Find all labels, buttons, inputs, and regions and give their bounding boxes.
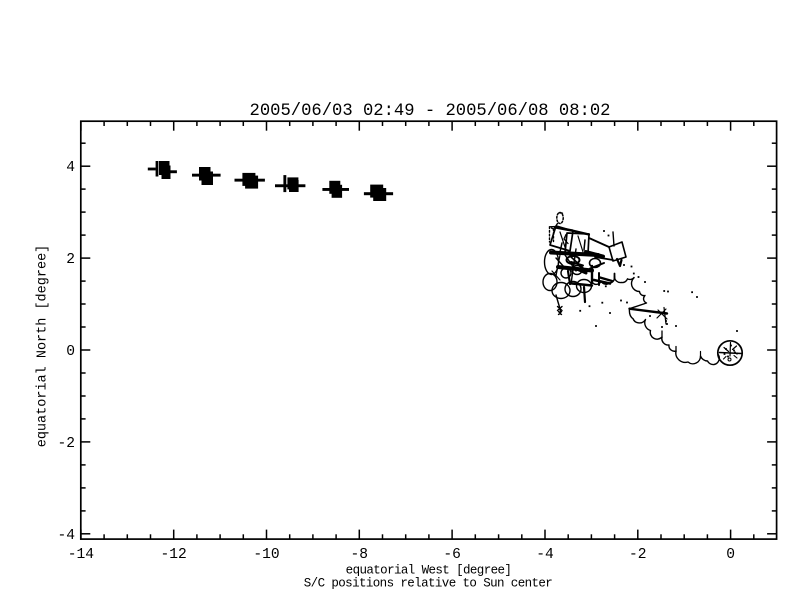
svg-text:equatorial West [degree]: equatorial West [degree] bbox=[346, 564, 512, 578]
svg-text:-4: -4 bbox=[536, 547, 554, 563]
svg-text:-6: -6 bbox=[443, 547, 461, 563]
svg-text:-8: -8 bbox=[351, 547, 369, 563]
svg-text:0: 0 bbox=[66, 344, 75, 360]
svg-text:-12: -12 bbox=[161, 547, 187, 563]
svg-text:-4: -4 bbox=[57, 528, 75, 544]
svg-text:S/C positions relative to Sun: S/C positions relative to Sun center bbox=[304, 577, 553, 591]
svg-text:2005/06/03 02:49 - 2005/06/08: 2005/06/03 02:49 - 2005/06/08 08:02 bbox=[250, 102, 611, 121]
svg-text:-10: -10 bbox=[253, 547, 279, 563]
svg-text:-2: -2 bbox=[57, 436, 75, 452]
svg-text:2: 2 bbox=[66, 252, 75, 268]
svg-text:-2: -2 bbox=[629, 547, 647, 563]
svg-text:4: 4 bbox=[66, 160, 75, 176]
svg-text:0: 0 bbox=[726, 547, 735, 563]
svg-text:-14: -14 bbox=[68, 547, 95, 563]
svg-text:equatorial North [degree]: equatorial North [degree] bbox=[36, 245, 51, 448]
